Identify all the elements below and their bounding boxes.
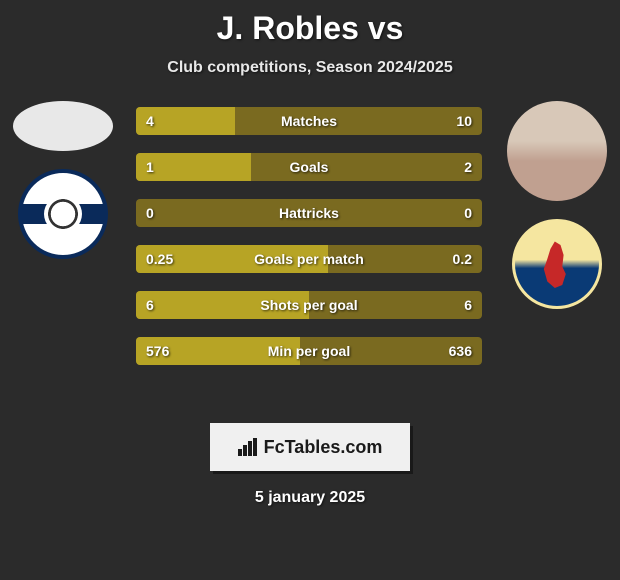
chart-icon: [238, 438, 258, 456]
stat-row: 576Min per goal636: [136, 337, 482, 365]
stat-row: 6Shots per goal6: [136, 291, 482, 319]
stat-value-right: 2: [464, 153, 472, 181]
stat-value-right: 0: [464, 199, 472, 227]
stat-row: 1Goals2: [136, 153, 482, 181]
stat-label: Goals per match: [136, 245, 482, 273]
stat-row: 0Hattricks0: [136, 199, 482, 227]
stat-label: Hattricks: [136, 199, 482, 227]
stat-row: 4Matches10: [136, 107, 482, 135]
stat-row: 0.25Goals per match0.2: [136, 245, 482, 273]
brand-badge[interactable]: FcTables.com: [210, 423, 410, 471]
player-right-photo: [507, 101, 607, 201]
club-right-logo: [512, 219, 602, 309]
left-player-column: [8, 101, 118, 259]
stat-label: Shots per goal: [136, 291, 482, 319]
stat-label: Matches: [136, 107, 482, 135]
stat-value-right: 0.2: [453, 245, 472, 273]
brand-text: FcTables.com: [264, 437, 383, 458]
right-player-column: [502, 101, 612, 309]
footer-date: 5 january 2025: [0, 489, 620, 507]
player-left-photo: [13, 101, 113, 151]
stat-value-right: 6: [464, 291, 472, 319]
page-subtitle: Club competitions, Season 2024/2025: [0, 59, 620, 77]
comparison-panel: 4Matches10 1Goals2 0Hattricks0 0.25Goals pe…: [0, 101, 620, 401]
stat-bars: 4Matches10 1Goals2 0Hattricks0 0.25Goals pe…: [136, 107, 482, 383]
stat-value-right: 636: [449, 337, 472, 365]
stat-label: Goals: [136, 153, 482, 181]
page-title: J. Robles vs: [0, 0, 620, 47]
club-left-logo: [18, 169, 108, 259]
stat-label: Min per goal: [136, 337, 482, 365]
stat-value-right: 10: [456, 107, 472, 135]
